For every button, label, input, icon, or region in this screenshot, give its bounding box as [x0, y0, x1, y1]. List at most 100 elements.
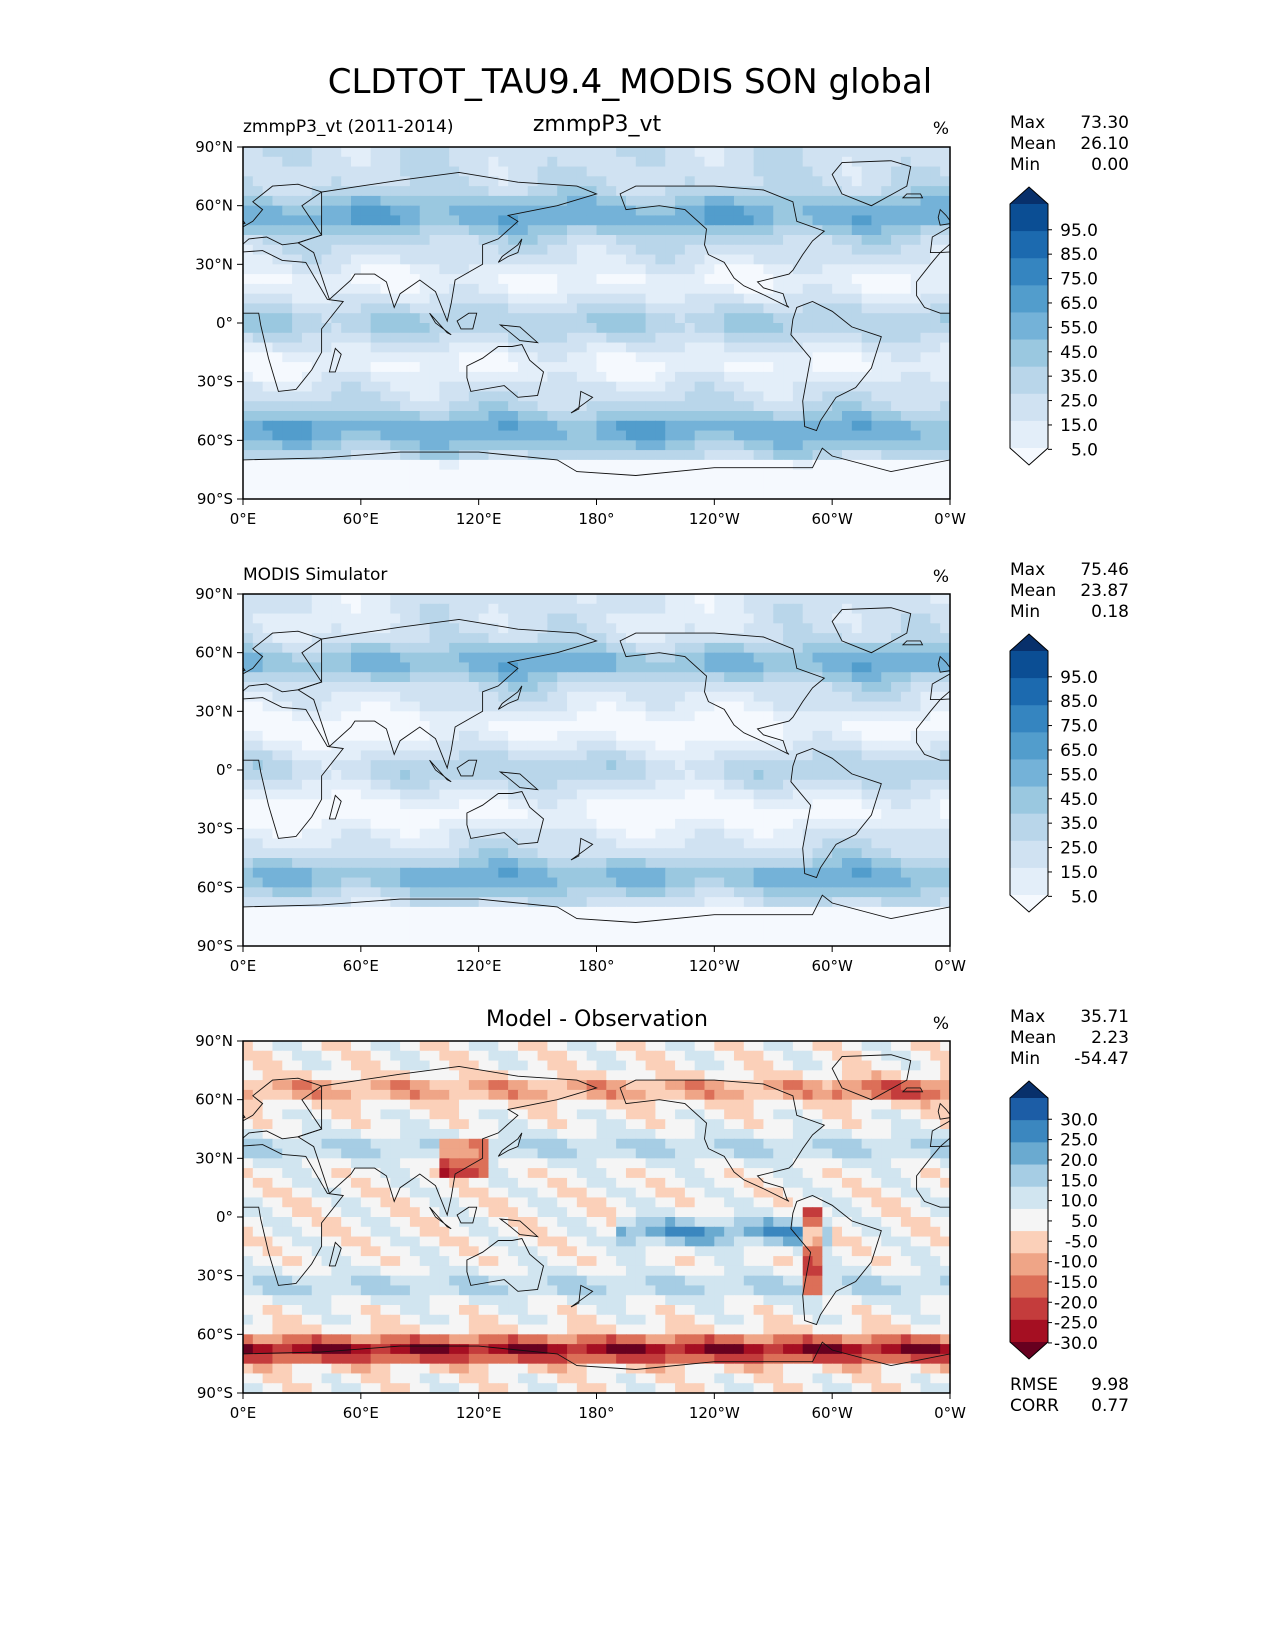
- field-cell: [910, 838, 922, 849]
- field-cell: [616, 195, 627, 207]
- field-cell: [773, 662, 784, 673]
- field-cell: [567, 254, 578, 265]
- field-cell: [262, 740, 274, 752]
- field-cell: [262, 332, 274, 344]
- field-cell: [341, 711, 352, 722]
- field-cell: [400, 603, 411, 615]
- field-cell: [684, 594, 696, 605]
- field-cell: [557, 342, 568, 353]
- field-cell: [517, 858, 529, 869]
- field-cell: [724, 313, 735, 324]
- field-cell: [812, 779, 823, 791]
- field-cell: [714, 293, 725, 305]
- field-cell: [380, 254, 391, 265]
- field-cell: [468, 623, 480, 634]
- field-cell: [832, 489, 843, 500]
- field-cell: [292, 809, 303, 820]
- stat-label: Min: [1010, 155, 1040, 175]
- field-cell: [694, 818, 706, 830]
- field-cell: [920, 838, 931, 849]
- field-cell: [311, 440, 323, 451]
- field-cell: [468, 848, 480, 859]
- field-cell: [900, 818, 912, 830]
- field-cell: [625, 401, 637, 412]
- field-cell: [419, 381, 431, 393]
- field-cell: [567, 283, 578, 295]
- field-cell: [675, 274, 686, 285]
- field-cell: [449, 897, 460, 908]
- field-cell: [517, 613, 529, 624]
- field-cell: [390, 166, 401, 177]
- field-cell: [694, 623, 706, 634]
- field-cell: [272, 740, 283, 752]
- field-cell: [341, 186, 352, 197]
- field-cell: [910, 750, 922, 761]
- field-cell: [753, 730, 765, 742]
- field-cell: [439, 730, 450, 742]
- field-cell: [468, 740, 480, 752]
- field-cell: [252, 594, 264, 605]
- field-cell: [360, 293, 372, 305]
- field-cell: [733, 469, 745, 481]
- field-cell: [930, 225, 941, 236]
- field-cell: [370, 887, 382, 898]
- field-cell: [645, 740, 657, 752]
- field-cell: [331, 662, 342, 673]
- field-cell: [665, 215, 676, 226]
- field-cell: [596, 450, 607, 461]
- field-cell: [419, 195, 431, 207]
- field-cell: [576, 176, 588, 187]
- field-cell: [684, 303, 696, 314]
- field-cell: [920, 362, 931, 373]
- field-cell: [773, 430, 784, 441]
- field-cell: [567, 623, 578, 634]
- field-cell: [724, 623, 735, 634]
- field-cell: [704, 691, 715, 703]
- field-cell: [429, 730, 440, 742]
- field-cell: [439, 613, 450, 624]
- field-cell: [586, 848, 598, 859]
- field-cell: [900, 711, 912, 722]
- field-cell: [282, 662, 293, 673]
- field-cell: [773, 195, 784, 207]
- field-cell: [537, 235, 548, 246]
- field-cell: [802, 877, 814, 888]
- field-cell: [478, 264, 490, 275]
- field-cell: [930, 215, 941, 226]
- field-cell: [252, 672, 264, 683]
- field-cell: [665, 166, 676, 177]
- field-cell: [891, 691, 902, 703]
- field-cell: [724, 838, 735, 849]
- field-cell: [517, 489, 529, 500]
- field-cell: [851, 450, 863, 461]
- field-cell: [292, 440, 303, 451]
- field-cell: [851, 332, 863, 344]
- field-cell: [694, 672, 706, 683]
- field-cell: [841, 323, 853, 334]
- field-cell: [449, 225, 460, 236]
- field-cell: [802, 623, 814, 634]
- field-cell: [812, 838, 823, 849]
- field-cell: [694, 603, 706, 615]
- field-cell: [459, 642, 470, 654]
- field-cell: [449, 459, 460, 471]
- colorbar-segment: [1010, 339, 1048, 368]
- field-cell: [763, 303, 774, 314]
- field-cell: [841, 730, 853, 742]
- field-cell: [694, 254, 706, 265]
- field-cell: [940, 479, 951, 490]
- field-cell: [783, 332, 794, 344]
- field-cell: [439, 274, 450, 285]
- field-cell: [459, 332, 470, 344]
- field-cell: [832, 652, 843, 664]
- field-cell: [881, 828, 892, 840]
- field-cell: [871, 352, 882, 363]
- field-cell: [881, 264, 892, 275]
- field-cell: [351, 283, 362, 295]
- field-cell: [773, 897, 784, 908]
- field-cell: [704, 391, 715, 402]
- field-cell: [773, 867, 784, 879]
- field-cell: [802, 342, 814, 353]
- field-cell: [714, 283, 725, 295]
- field-cell: [733, 313, 745, 324]
